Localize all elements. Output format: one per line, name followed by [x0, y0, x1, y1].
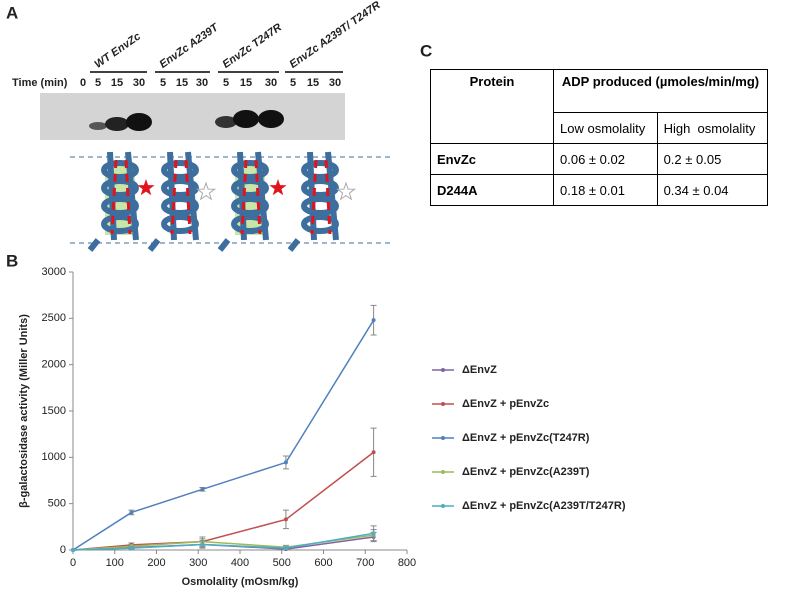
panel-label: A	[6, 3, 18, 22]
helix-diagrams	[70, 152, 390, 250]
gel-background	[40, 93, 345, 140]
table-row: Protein ADP produced (µmoles/min/mg)	[430, 69, 768, 144]
lane-label: 30	[265, 77, 277, 89]
lane-label: 15	[111, 77, 123, 89]
legend-marker	[441, 436, 445, 440]
helix	[90, 152, 136, 250]
y-tick-label: 0	[60, 544, 66, 556]
group-label: EnvZc T247R	[221, 21, 285, 70]
table-cell: D244A	[430, 174, 554, 206]
point	[283, 460, 288, 465]
point	[283, 517, 288, 522]
star	[335, 181, 357, 201]
series-line	[72, 451, 375, 551]
helix	[150, 152, 196, 250]
x-tick-label: 100	[106, 557, 124, 569]
x-tick-label: 300	[189, 557, 207, 569]
panel-label: C	[420, 41, 432, 60]
table-cell: ADP produced (µmoles/min/mg)	[553, 69, 768, 113]
x-tick-label: 800	[398, 557, 416, 569]
lane-label: 5	[223, 77, 229, 89]
group-label: WT EnvZc	[93, 31, 143, 71]
point	[129, 510, 134, 515]
point	[283, 546, 288, 551]
lane-label: 30	[133, 77, 145, 89]
table-cell: 0.2 ± 0.05	[656, 143, 769, 175]
gel	[40, 93, 345, 140]
table-cell: 0.18 ± 0.01	[553, 174, 658, 206]
lane-label: 15	[176, 77, 188, 89]
x-axis-title: Osmolality (mOsm/kg)	[182, 576, 299, 588]
x-tick-label: 400	[231, 557, 249, 569]
point	[200, 487, 205, 492]
gel-band	[105, 117, 129, 131]
y-tick-label: 1000	[42, 451, 66, 463]
y-tick-label: 2000	[42, 359, 66, 371]
gel-band	[233, 110, 259, 128]
x-tick-label: 200	[147, 557, 165, 569]
legend-marker	[441, 470, 445, 474]
x-tick-label: 700	[356, 557, 374, 569]
gel-band	[89, 122, 107, 130]
y-tick-label: 1500	[42, 405, 66, 417]
x-tick-label: 0	[70, 557, 76, 569]
y-tick-label: 2500	[42, 312, 66, 324]
table-cell: Low osmolality	[553, 112, 658, 144]
helix	[220, 152, 266, 250]
panel-label: B	[6, 251, 18, 270]
star	[269, 179, 287, 196]
legend-label: ΔEnvZ	[462, 364, 497, 376]
legend-label: ΔEnvZ + pEnvZc	[462, 398, 549, 410]
gel-band	[215, 116, 237, 128]
y-tick-label: 3000	[42, 266, 66, 278]
table-cell: Protein	[430, 69, 554, 144]
legend-label: ΔEnvZ + pEnvZc(A239T/T247R)	[462, 500, 626, 512]
legend-marker	[441, 402, 445, 406]
table-row: EnvZc 0.06 ± 0.02 0.2 ± 0.05	[430, 143, 769, 175]
y-axis-title: β-galactosidase activity (Miller Units)	[18, 314, 30, 508]
legend-marker	[441, 368, 445, 372]
gel-band	[258, 110, 284, 128]
lane-label: 30	[329, 77, 341, 89]
point	[371, 318, 376, 323]
table-cell: 0.06 ± 0.02	[553, 143, 658, 175]
point	[129, 546, 134, 551]
time-label: Time (min)	[12, 77, 68, 89]
lane-label: 0	[80, 77, 86, 89]
table-cell: 0.34 ± 0.04	[656, 174, 769, 206]
results-table: Protein ADP produced (µmoles/min/mg) Low o…	[430, 69, 769, 206]
legend-label: ΔEnvZ + pEnvZc(A239T)	[462, 466, 590, 478]
y-tick-label: 500	[48, 498, 66, 510]
x-tick-label: 500	[273, 557, 291, 569]
lane-label: 15	[307, 77, 319, 89]
legend-marker	[441, 504, 445, 508]
table-cell: High osmolality	[656, 112, 769, 144]
legend-label: ΔEnvZ + pEnvZc(T247R)	[462, 432, 590, 444]
gel-band	[126, 113, 152, 131]
star	[195, 181, 217, 201]
lane-label: 5	[290, 77, 296, 89]
point	[371, 450, 376, 455]
lane-label: 15	[240, 77, 252, 89]
point	[371, 531, 376, 536]
group-label: EnvZc A239T	[158, 21, 222, 71]
table-row: D244A 0.18 ± 0.01 0.34 ± 0.04	[430, 174, 769, 206]
table-body: Protein ADP produced (µmoles/min/mg) Low o…	[430, 69, 769, 206]
series-line	[72, 319, 375, 551]
table-cell: EnvZc	[430, 143, 554, 175]
lane-label: 5	[160, 77, 166, 89]
helix	[290, 152, 336, 250]
star	[137, 179, 155, 196]
group-label: EnvZc A239T/ T247R	[288, 0, 383, 71]
point	[200, 542, 205, 547]
point	[71, 548, 75, 552]
lane-label: 5	[95, 77, 101, 89]
lane-label: 30	[196, 77, 208, 89]
x-tick-label: 600	[314, 557, 332, 569]
